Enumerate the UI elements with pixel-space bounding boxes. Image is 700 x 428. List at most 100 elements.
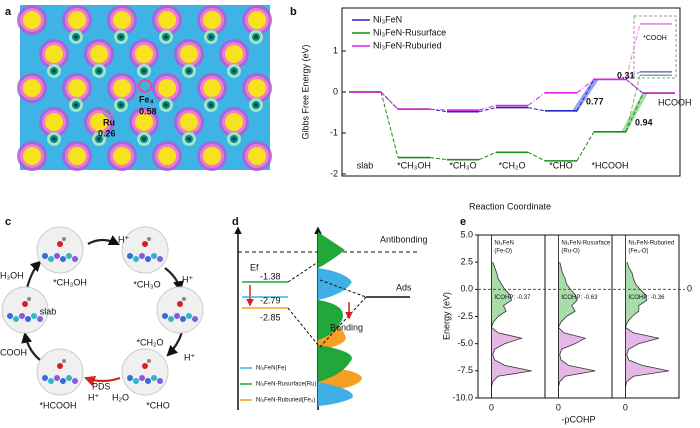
slab-atom (60, 256, 66, 262)
atom (203, 11, 221, 29)
connector (625, 71, 641, 80)
atom (45, 113, 63, 131)
adsorbate (142, 241, 148, 247)
slab-atom (42, 253, 48, 259)
legend-label: Ni₃FeN-Rusurface(Ru) (256, 382, 316, 388)
model-bubble (121, 226, 169, 274)
adsorbate (147, 359, 151, 363)
cycle-arrow (166, 331, 184, 357)
slab-atom (133, 378, 139, 384)
state-label: *CH₃OH (53, 277, 87, 287)
subplot-name: Ni₃FeN (494, 241, 513, 247)
state-label: *HCOOH (39, 400, 76, 410)
atom (180, 113, 198, 131)
x-tick-label: 0 (623, 402, 628, 412)
dos-shape (318, 232, 345, 268)
annotation: 0.31 (617, 70, 635, 80)
connector (527, 107, 546, 112)
ru-site (102, 106, 114, 118)
atom-core (254, 103, 258, 107)
atom (23, 79, 41, 97)
hybrid-line (319, 296, 367, 348)
slab-atom (162, 313, 168, 319)
fermi-label: 0 (687, 284, 692, 294)
atom (180, 45, 198, 63)
model-bubble (121, 348, 169, 396)
connector (478, 105, 497, 111)
atom-core (209, 103, 213, 107)
area-fill (625, 262, 647, 328)
panel-letter: a (5, 6, 12, 18)
category-label: *CH₃OH (397, 160, 431, 170)
atom (23, 11, 41, 29)
atom-core (187, 69, 191, 73)
slab-atom (19, 313, 25, 319)
connector (380, 91, 399, 158)
atom (113, 147, 131, 165)
cycle-arrow (21, 331, 41, 361)
annotation: HCOOH (658, 97, 692, 107)
proton-label: H⁺ (118, 234, 129, 244)
connector (380, 91, 399, 110)
state-label: slab (40, 306, 57, 316)
subplot-bond: (Ru-O) (561, 249, 579, 255)
connector (478, 151, 497, 161)
y-tick-label: -7.5 (457, 365, 473, 375)
annotation: 0.94 (635, 117, 653, 127)
atom (45, 45, 63, 63)
slab-atom (157, 378, 163, 384)
subplot-bond: (Fe₄-O) (628, 249, 648, 255)
y-tick-label: -5.0 (457, 338, 473, 348)
y-axis-label: Energy (eV) (441, 292, 451, 340)
y-tick-label: 0.0 (460, 284, 473, 294)
slab-atom (60, 378, 66, 384)
proton-label: H⁺ (184, 352, 195, 362)
y-axis-label: Gibbs Free Energy (eV) (300, 44, 310, 139)
panel-letter: c (5, 216, 11, 228)
atom (68, 147, 86, 165)
subplot-name: Ni₃FeN-Rusurface (561, 241, 610, 247)
atom (113, 79, 131, 97)
panel-e: e Energy (eV) -pCOHP 5.0 2.5 0.0 -2.5 -5.0 -7.5 -… (441, 216, 692, 424)
area-fill (625, 327, 669, 398)
y-tick-label: 5.0 (460, 229, 473, 239)
cycle-arrow (25, 260, 42, 289)
y-tick-label: -10.0 (452, 392, 473, 402)
slab-atom (174, 313, 180, 319)
slab-atom (139, 253, 145, 259)
connector (527, 92, 546, 106)
dos-shape (318, 268, 352, 300)
adsorbate (177, 301, 183, 307)
atom-core (142, 137, 146, 141)
level-value: -2.85 (260, 312, 281, 322)
state-label: *CHO (146, 400, 170, 410)
subplot-frame (611, 234, 680, 399)
pcohp-line (558, 262, 578, 328)
slab-atom (151, 375, 157, 381)
slab-atom (186, 313, 192, 319)
water-label: H₂O (112, 392, 129, 402)
y-tick-label: 1 (333, 45, 338, 55)
connector (625, 75, 641, 132)
state-label: *CH₃O (133, 279, 160, 289)
adsorbate (62, 237, 66, 241)
atom-core (187, 137, 191, 141)
atom-core (254, 35, 258, 39)
slab-atom (72, 378, 78, 384)
panel-letter: e (460, 216, 466, 228)
area-fill (558, 262, 578, 328)
slab-atom (48, 378, 54, 384)
slab-atom (145, 378, 151, 384)
slab-atom (127, 253, 133, 259)
slab-atom (25, 316, 31, 322)
connector (576, 78, 595, 94)
atom (158, 11, 176, 29)
atom (203, 79, 221, 97)
slab-atom (151, 253, 157, 259)
antibonding-label: Antibonding (380, 234, 428, 244)
adsorbate (22, 301, 28, 307)
model-bubble (36, 348, 84, 396)
x-tick-label: 0 (556, 402, 561, 412)
y-tick-label: -2.5 (457, 311, 473, 321)
